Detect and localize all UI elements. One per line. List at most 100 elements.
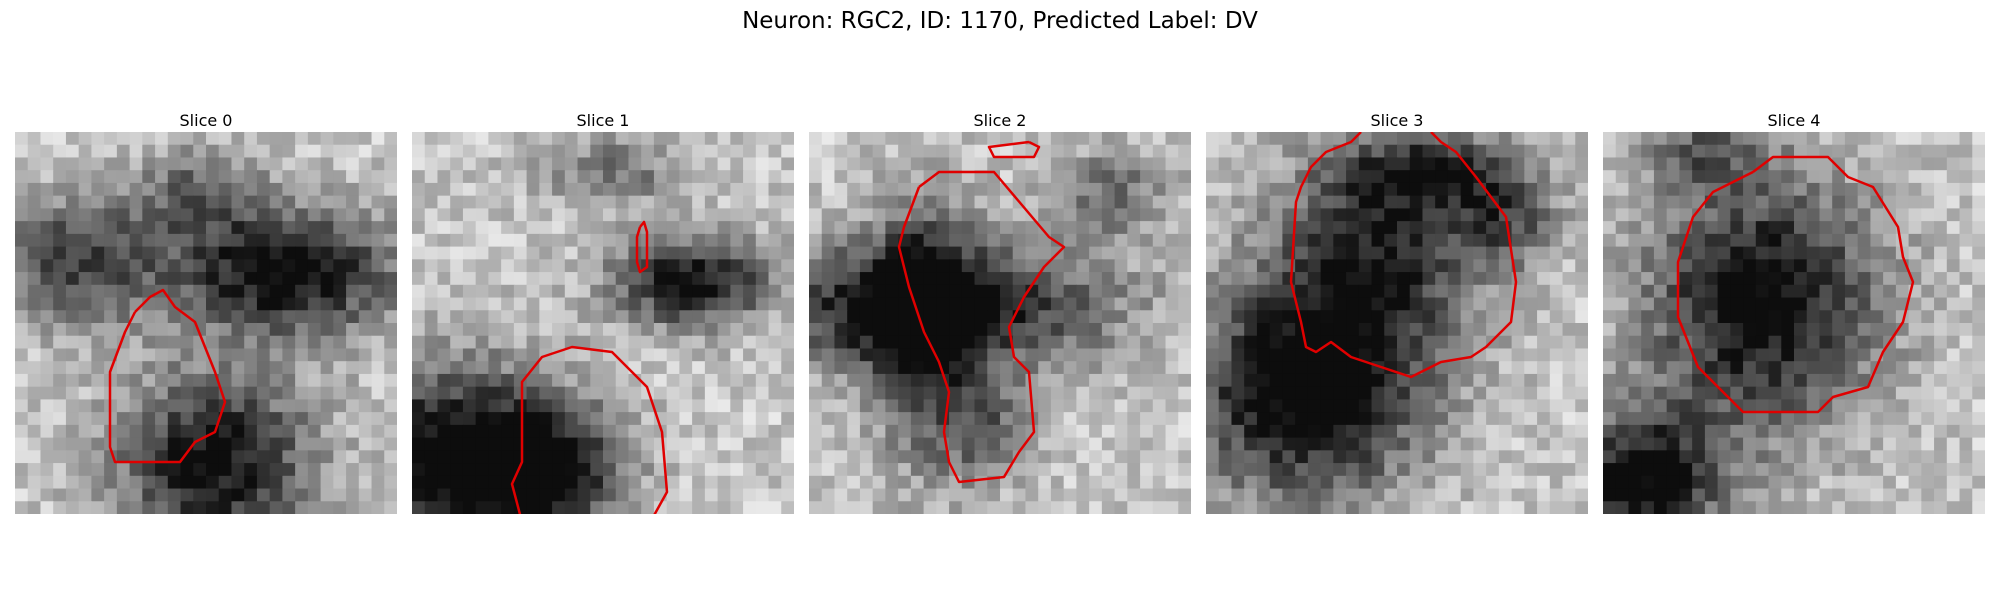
- pixel: [53, 208, 66, 221]
- pixel: [346, 157, 359, 170]
- pixel: [359, 285, 372, 298]
- pixel: [181, 348, 194, 361]
- pixel: [437, 501, 450, 514]
- pixel: [257, 132, 270, 145]
- pixel: [1743, 298, 1756, 311]
- pixel: [590, 310, 603, 323]
- pixel: [1461, 387, 1474, 400]
- pixel: [1563, 170, 1576, 183]
- pixel: [412, 259, 425, 272]
- pixel: [1359, 438, 1372, 451]
- pixel: [450, 310, 463, 323]
- pixel: [847, 285, 860, 298]
- pixel: [1524, 412, 1537, 425]
- pixel: [1166, 501, 1179, 514]
- pixel: [321, 336, 334, 349]
- pixel: [1794, 476, 1807, 489]
- pixel: [1603, 463, 1616, 476]
- pixel: [628, 298, 641, 311]
- pixel: [1410, 399, 1423, 412]
- pixel: [1000, 221, 1013, 234]
- pixel: [463, 221, 476, 234]
- pixel: [667, 323, 680, 336]
- pixel: [437, 323, 450, 336]
- pixel: [616, 145, 629, 158]
- pixel: [898, 489, 911, 502]
- pixel: [1089, 399, 1102, 412]
- pixel: [1025, 259, 1038, 272]
- pixel: [1013, 208, 1026, 221]
- pixel: [1397, 208, 1410, 221]
- pixel: [552, 183, 565, 196]
- pixel: [295, 489, 308, 502]
- pixel: [1730, 183, 1743, 196]
- pixel: [809, 489, 822, 502]
- pixel: [1346, 489, 1359, 502]
- pixel: [384, 387, 397, 400]
- pixel: [1705, 234, 1718, 247]
- pixel: [1896, 285, 1909, 298]
- pixel: [1231, 170, 1244, 183]
- pixel: [142, 247, 155, 260]
- pixel: [333, 285, 346, 298]
- pixel: [809, 374, 822, 387]
- pixel: [117, 361, 130, 374]
- pixel: [130, 399, 143, 412]
- pixel: [1807, 196, 1820, 209]
- pixel: [1870, 234, 1883, 247]
- pixel: [603, 272, 616, 285]
- pixel: [1206, 336, 1219, 349]
- pixel: [308, 425, 321, 438]
- pixel: [936, 463, 949, 476]
- pixel: [603, 323, 616, 336]
- pixel: [1166, 361, 1179, 374]
- pixel: [501, 463, 514, 476]
- pixel: [384, 489, 397, 502]
- pixel: [1089, 412, 1102, 425]
- pixel: [1934, 489, 1947, 502]
- pixel: [168, 132, 181, 145]
- pixel: [181, 247, 194, 260]
- pixel: [1025, 196, 1038, 209]
- pixel: [1051, 463, 1064, 476]
- pixel: [1422, 323, 1435, 336]
- pixel: [1244, 374, 1257, 387]
- pixel: [476, 234, 489, 247]
- pixel: [295, 221, 308, 234]
- pixel: [40, 132, 53, 145]
- pixel: [975, 196, 988, 209]
- pixel: [1730, 387, 1743, 400]
- pixel: [962, 196, 975, 209]
- pixel: [514, 234, 527, 247]
- pixel: [1257, 157, 1270, 170]
- pixel: [718, 183, 731, 196]
- pixel: [1346, 463, 1359, 476]
- pixel: [130, 489, 143, 502]
- pixel: [437, 387, 450, 400]
- pixel: [1909, 298, 1922, 311]
- pixel: [1679, 450, 1692, 463]
- pixel: [1295, 247, 1308, 260]
- pixel: [168, 157, 181, 170]
- pixel: [1499, 463, 1512, 476]
- pixel: [1896, 501, 1909, 514]
- pixel: [1359, 196, 1372, 209]
- pixel: [257, 285, 270, 298]
- pixel: [104, 501, 117, 514]
- pixel: [425, 450, 438, 463]
- pixel: [142, 310, 155, 323]
- pixel: [321, 183, 334, 196]
- pixel: [450, 272, 463, 285]
- pixel: [539, 374, 552, 387]
- pixel: [1934, 438, 1947, 451]
- pixel: [578, 399, 591, 412]
- pixel: [552, 157, 565, 170]
- pixel: [987, 259, 1000, 272]
- pixel: [936, 196, 949, 209]
- pixel: [679, 463, 692, 476]
- pixel: [1756, 208, 1769, 221]
- pixel: [168, 425, 181, 438]
- pixel: [1153, 336, 1166, 349]
- pixel: [847, 489, 860, 502]
- pixel: [1410, 412, 1423, 425]
